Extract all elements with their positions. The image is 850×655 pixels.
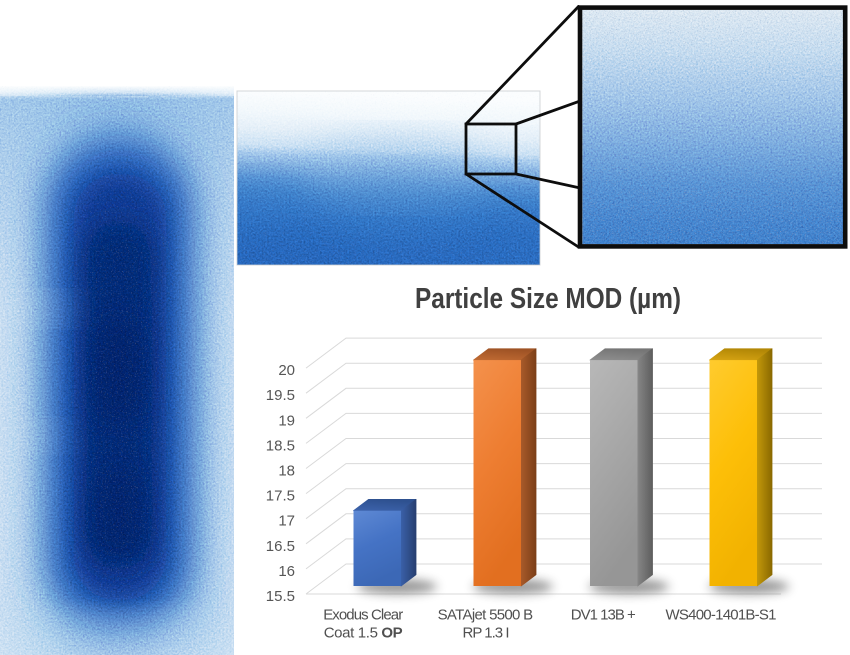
svg-text:SATAjet 5500 B: SATAjet 5500 B bbox=[438, 607, 534, 624]
svg-text:19: 19 bbox=[278, 412, 295, 429]
svg-text:16: 16 bbox=[278, 563, 295, 580]
svg-text:WS400-1401B-S1: WS400-1401B-S1 bbox=[666, 607, 777, 624]
svg-text:17.5: 17.5 bbox=[266, 488, 295, 505]
svg-text:15.5: 15.5 bbox=[266, 588, 295, 605]
svg-text:Coat 1.5 OP: Coat 1.5 OP bbox=[324, 624, 403, 641]
svg-text:16.5: 16.5 bbox=[266, 538, 295, 555]
svg-text:Exodus Clear: Exodus Clear bbox=[323, 607, 403, 624]
svg-text:19.5: 19.5 bbox=[266, 387, 295, 404]
svg-text:18.5: 18.5 bbox=[266, 437, 295, 454]
svg-text:20: 20 bbox=[278, 362, 295, 379]
svg-text:RP 1.3 I: RP 1.3 I bbox=[463, 624, 510, 641]
svg-text:18: 18 bbox=[278, 463, 295, 480]
svg-text:DV1 13B +: DV1 13B + bbox=[571, 607, 636, 624]
svg-text:Particle Size MOD (µm): Particle Size MOD (µm) bbox=[415, 283, 681, 315]
svg-text:17: 17 bbox=[278, 513, 295, 530]
